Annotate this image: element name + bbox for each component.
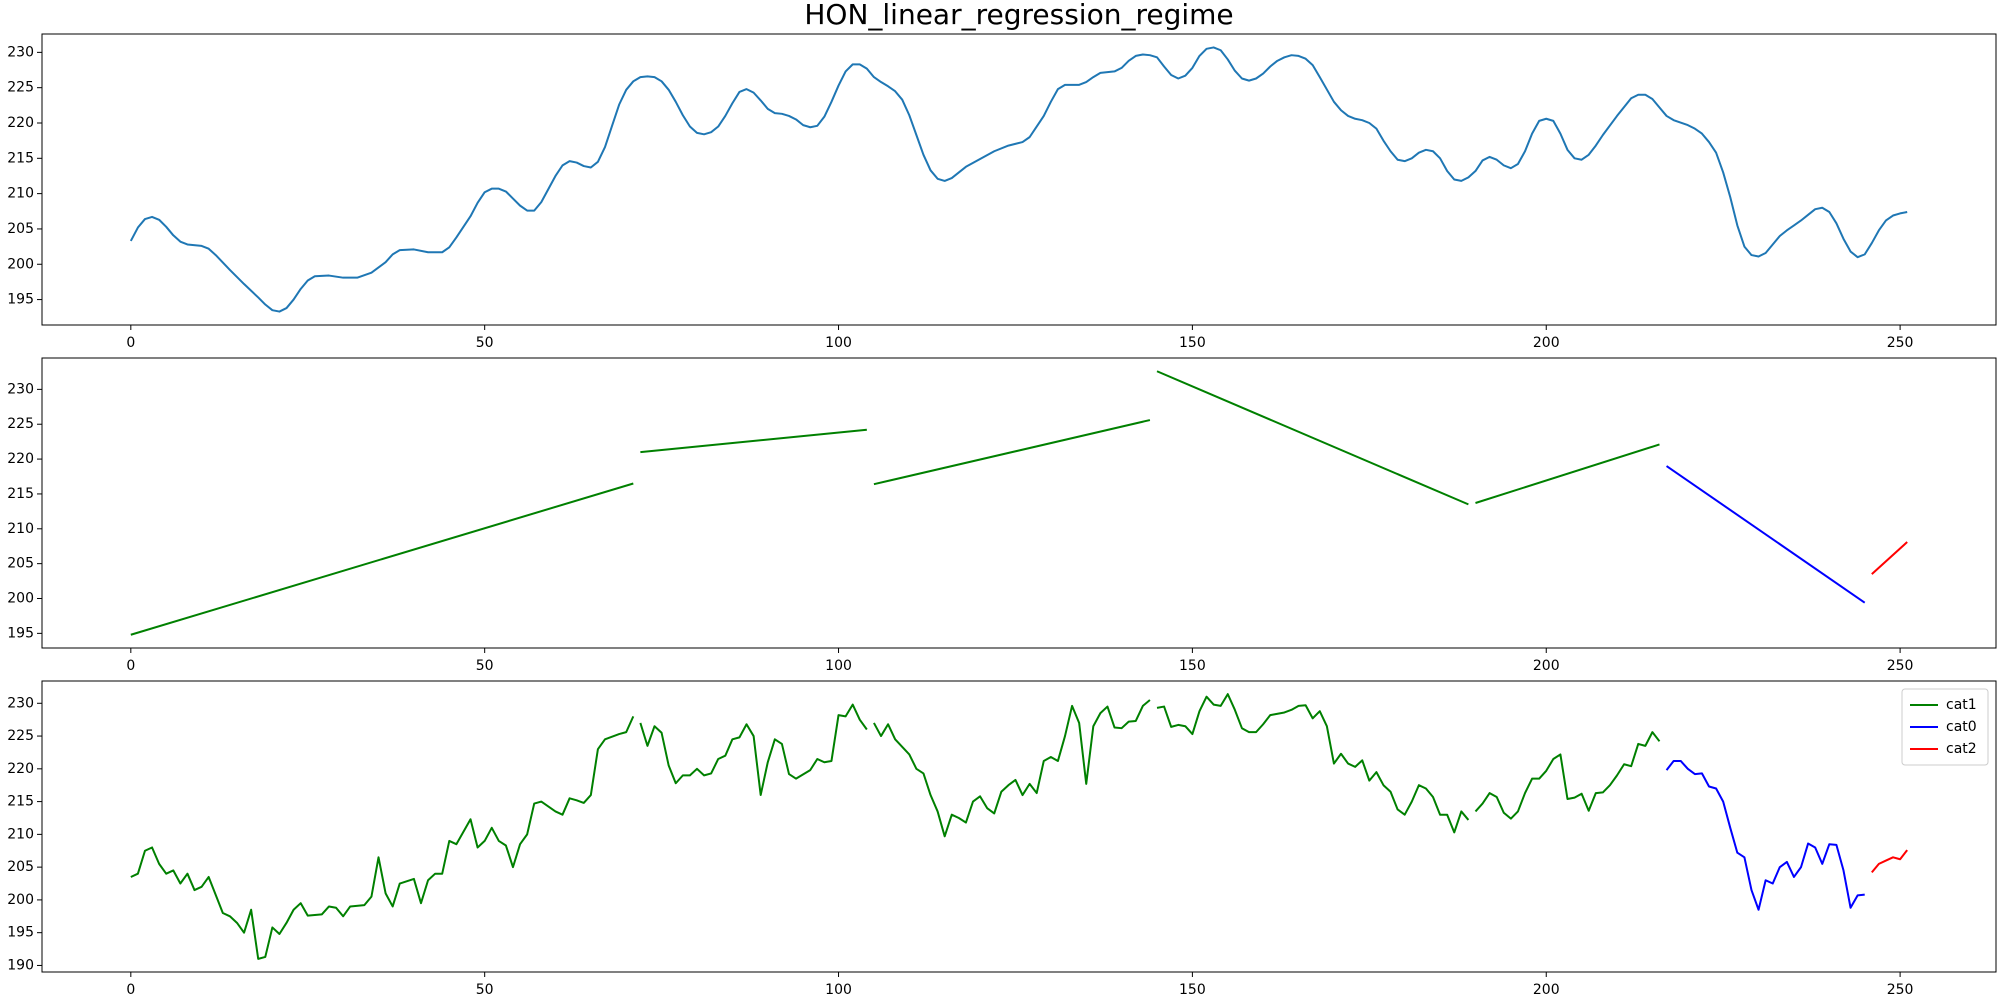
y-tick-label: 230 [7, 381, 34, 397]
series-line [1665, 759, 1865, 911]
y-tick-label: 215 [7, 794, 34, 810]
x-tick-label: 150 [1179, 982, 1206, 998]
series-line [130, 693, 1661, 960]
x-tick-label: 50 [476, 335, 494, 351]
x-tick-label: 0 [126, 982, 135, 998]
y-tick-label: 195 [7, 292, 34, 308]
y-tick-label: 225 [7, 728, 34, 744]
x-tick-label: 250 [1887, 658, 1914, 674]
series-line [129, 46, 1908, 313]
chart-title: HON_linear_regression_regime [804, 0, 1233, 31]
y-tick-label: 220 [7, 451, 34, 467]
x-tick-label: 100 [825, 982, 852, 998]
y-tick-label: 220 [7, 761, 34, 777]
x-tick-label: 200 [1533, 982, 1560, 998]
series-line [1665, 465, 1866, 604]
x-tick-label: 250 [1887, 335, 1914, 351]
x-tick-label: 150 [1179, 335, 1206, 351]
series-line [130, 482, 634, 636]
x-tick-label: 50 [476, 658, 494, 674]
y-tick-label: 210 [7, 826, 34, 842]
axes-frame [41, 680, 1997, 973]
axes-frame [41, 33, 1997, 326]
y-tick-label: 205 [7, 221, 34, 237]
x-tick-label: 100 [825, 335, 852, 351]
y-tick-label: 210 [7, 186, 34, 202]
y-tick-label: 225 [7, 416, 34, 432]
legend-box [1901, 688, 1989, 766]
y-tick-label: 210 [7, 521, 34, 537]
x-tick-label: 0 [126, 335, 135, 351]
x-tick-label: 150 [1179, 658, 1206, 674]
x-tick-label: 100 [825, 658, 852, 674]
x-tick-label: 0 [126, 658, 135, 674]
y-tick-label: 200 [7, 256, 34, 272]
y-tick-label: 220 [7, 115, 34, 131]
x-tick-label: 200 [1533, 658, 1560, 674]
y-tick-label: 215 [7, 150, 34, 166]
series-line [1871, 849, 1908, 874]
legend-label: cat2 [1946, 741, 1977, 757]
legend-label: cat1 [1946, 697, 1977, 713]
x-tick-label: 200 [1533, 335, 1560, 351]
y-tick-label: 200 [7, 591, 34, 607]
axes-frame [41, 357, 1997, 649]
legend: cat1 cat0 cat2 [1901, 688, 1989, 766]
x-tick-label: 50 [476, 982, 494, 998]
y-tick-label: 230 [7, 695, 34, 711]
series-line [873, 419, 1151, 486]
series-line [1475, 443, 1660, 504]
series-line [1871, 541, 1908, 575]
y-tick-label: 205 [7, 556, 34, 572]
x-tick-label: 250 [1887, 982, 1914, 998]
series-line [1156, 370, 1469, 506]
legend-label: cat0 [1946, 719, 1977, 735]
y-tick-label: 190 [7, 957, 34, 973]
y-tick-label: 215 [7, 486, 34, 502]
y-tick-label: 200 [7, 892, 34, 908]
y-tick-label: 230 [7, 44, 34, 60]
y-tick-label: 205 [7, 859, 34, 875]
y-tick-label: 195 [7, 625, 34, 641]
series-line [640, 428, 867, 454]
y-tick-label: 195 [7, 925, 34, 941]
y-tick-label: 225 [7, 80, 34, 96]
